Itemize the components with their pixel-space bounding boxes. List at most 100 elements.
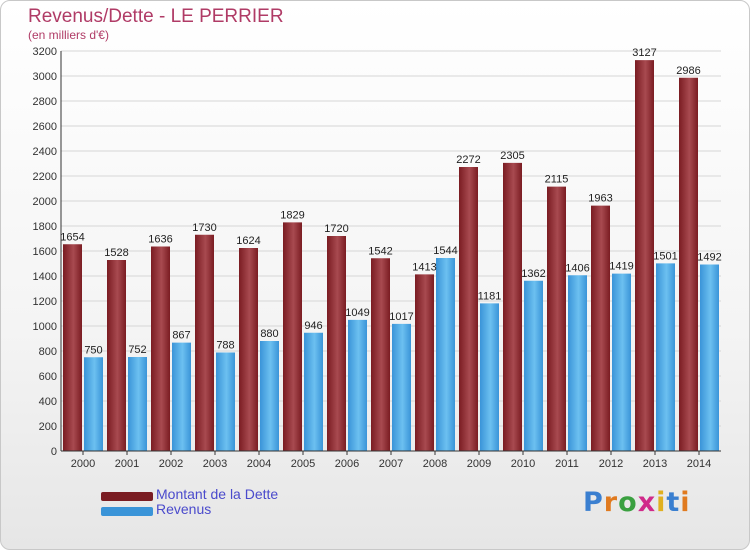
x-tick-label: 2005 (291, 458, 315, 470)
debt-value-label: 1624 (236, 235, 260, 247)
x-tick-label: 2000 (71, 458, 95, 470)
x-tick-label: 2008 (423, 458, 447, 470)
logo-letter: x (637, 487, 657, 518)
x-tick-label: 2004 (247, 458, 271, 470)
y-tick-label: 600 (39, 371, 57, 383)
bars (63, 60, 719, 451)
debt-value-label: 1730 (192, 222, 216, 234)
revenue-bar (304, 332, 323, 451)
x-tick-label: 2001 (115, 458, 139, 470)
revenue-value-label: 946 (304, 320, 322, 332)
x-tick-label: 2013 (643, 458, 667, 470)
revenue-bar (436, 258, 455, 451)
debt-value-label: 2305 (500, 150, 524, 162)
chart-subtitle: (en milliers d'€) (28, 28, 109, 42)
y-tick-label: 3000 (33, 71, 57, 83)
revenue-value-label: 752 (128, 344, 146, 356)
revenue-bar (612, 273, 631, 451)
debt-bar (415, 274, 434, 451)
debt-value-label: 2272 (456, 154, 480, 166)
x-tick-label: 2002 (159, 458, 183, 470)
revenue-bar (568, 275, 587, 451)
proxiti-logo: Proxiti (583, 487, 691, 518)
debt-bar (459, 167, 478, 451)
y-tick-label: 2600 (33, 121, 57, 133)
data-labels: 1654 750 1528 752 1636 867 1730 788 1624 880 1829 9… (60, 47, 721, 356)
debt-value-label: 1654 (60, 231, 84, 243)
revenue-bar (480, 303, 499, 451)
debt-bar (679, 77, 698, 451)
grid-lines (61, 50, 721, 452)
debt-bar (151, 246, 170, 451)
y-tick-label: 1800 (33, 221, 57, 233)
revenue-bar (128, 357, 147, 451)
axes: 0 200 400 600 800 1000 1200 1400 1600 1800 2000 220… (33, 46, 721, 470)
y-tick-label: 1000 (33, 321, 57, 333)
y-tick-label: 2400 (33, 146, 57, 158)
revenue-bar (392, 323, 411, 451)
x-tick-label: 2011 (555, 458, 579, 470)
y-tick-label: 2800 (33, 96, 57, 108)
revenue-value-label: 1419 (609, 261, 633, 273)
debt-bar (283, 222, 302, 451)
logo-letter: o (618, 487, 638, 518)
logo-letter: r (603, 487, 619, 518)
debt-bar (63, 244, 82, 451)
revenue-value-label: 788 (216, 340, 234, 352)
debt-bar (107, 260, 126, 451)
y-tick-label: 200 (39, 421, 57, 433)
revenue-value-label: 1362 (521, 268, 545, 280)
revenue-value-label: 1049 (345, 307, 369, 319)
revenue-bar (656, 263, 675, 451)
revenue-value-label: 1544 (433, 245, 457, 257)
revenue-bar (172, 342, 191, 451)
x-tick-label: 2007 (379, 458, 403, 470)
debt-bar (195, 234, 214, 451)
legend-swatch-debt (101, 492, 153, 501)
chart-title: Revenus/Dette - LE PERRIER (28, 6, 284, 27)
x-tick-label: 2006 (335, 458, 359, 470)
legend-label-revenue: Revenus (156, 501, 212, 517)
debt-value-label: 1528 (104, 247, 128, 259)
revenue-value-label: 880 (260, 328, 278, 340)
y-tick-label: 3200 (33, 46, 57, 58)
debt-value-label: 2986 (676, 65, 700, 77)
legend-swatch-revenue (101, 507, 153, 516)
y-tick-label: 0 (51, 446, 57, 458)
debt-value-label: 1413 (412, 261, 436, 273)
x-tick-label: 2012 (599, 458, 623, 470)
y-tick-label: 800 (39, 346, 57, 358)
revenue-bar (84, 357, 103, 451)
revenue-value-label: 1501 (653, 250, 677, 262)
y-tick-label: 1400 (33, 271, 57, 283)
debt-value-label: 1542 (368, 245, 392, 257)
revenue-bar (700, 264, 719, 451)
x-tick-label: 2014 (687, 458, 711, 470)
revenue-bar (260, 341, 279, 451)
logo-letter: t (666, 487, 681, 518)
debt-value-label: 1720 (324, 223, 348, 235)
debt-value-label: 1829 (280, 209, 304, 221)
revenue-value-label: 1017 (389, 311, 413, 323)
debt-bar (635, 60, 654, 451)
debt-bar (371, 258, 390, 451)
debt-value-label: 1963 (588, 193, 612, 205)
revenue-bar (524, 280, 543, 451)
debt-value-label: 1636 (148, 234, 172, 246)
revenue-value-label: 1406 (565, 262, 589, 274)
debt-bar (591, 205, 610, 451)
y-tick-label: 1600 (33, 246, 57, 258)
revenue-value-label: 750 (84, 344, 102, 356)
revenue-value-label: 1181 (478, 290, 502, 302)
debt-bar (503, 162, 522, 451)
legend-label-debt: Montant de la Dette (156, 486, 279, 502)
debt-bar (547, 186, 566, 451)
y-tick-label: 1200 (33, 296, 57, 308)
revenue-bar (216, 352, 235, 451)
y-tick-label: 400 (39, 396, 57, 408)
x-tick-label: 2003 (203, 458, 227, 470)
x-tick-label: 2009 (467, 458, 491, 470)
revenue-bar (348, 319, 367, 451)
y-tick-label: 2200 (33, 171, 57, 183)
